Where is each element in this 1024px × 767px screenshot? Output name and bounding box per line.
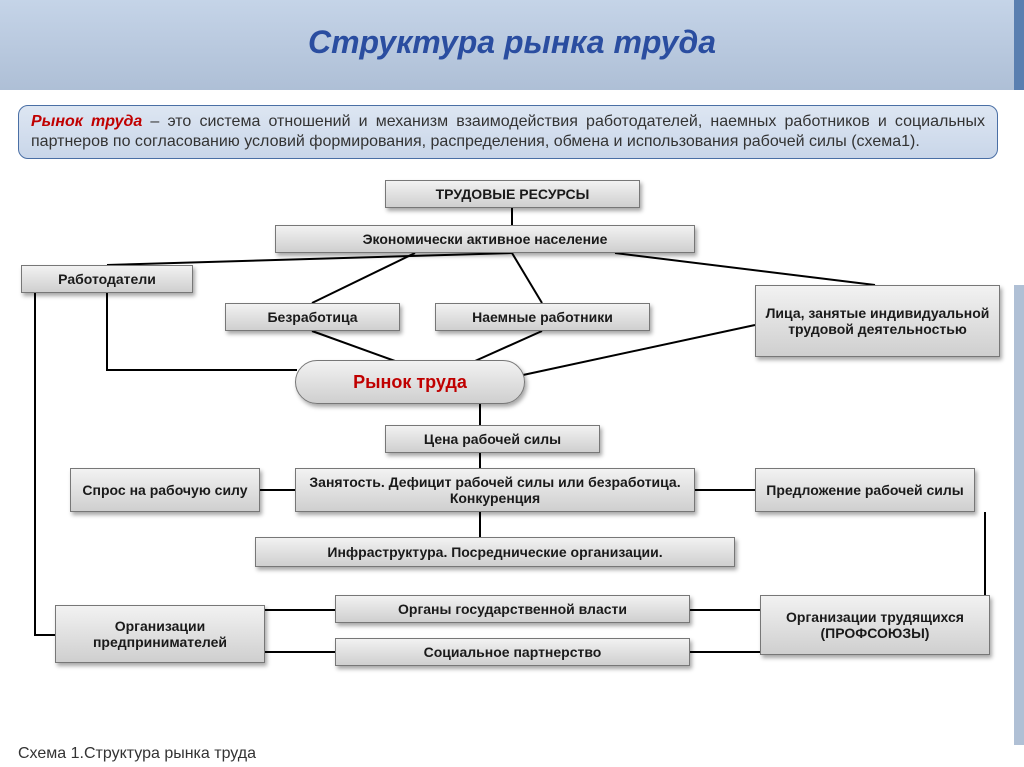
figure-caption: Схема 1.Структура рынка труда (18, 745, 256, 763)
node-demand: Спрос на рабочую силу (70, 468, 260, 512)
node-unemp: Безработица (225, 303, 400, 331)
connector-edge (35, 293, 55, 635)
definition-box: Рынок труда – это система отношений и ме… (18, 105, 998, 159)
node-employment: Занятость. Дефицит рабочей силы или безр… (295, 468, 695, 512)
connector-edge (312, 331, 395, 361)
node-employers: Работодатели (21, 265, 193, 293)
node-self: Лица, занятые индивидуальной трудовой де… (755, 285, 1000, 357)
connector-edge (312, 253, 415, 303)
definition-term: Рынок труда (31, 113, 142, 130)
node-infra: Инфраструктура. Посреднические организац… (255, 537, 735, 567)
connector-edge (512, 253, 542, 303)
node-hired: Наемные работники (435, 303, 650, 331)
node-resources: ТРУДОВЫЕ РЕСУРСЫ (385, 180, 640, 208)
diagram-canvas: ТРУДОВЫЕ РЕСУРСЫ Экономически активное на… (15, 175, 1009, 743)
side-accent (1014, 285, 1024, 745)
connector-edge (107, 253, 512, 265)
node-orgemp: Организации предпринимателей (55, 605, 265, 663)
page-title: Структура рынка труда (0, 24, 1024, 61)
node-unions: Организации трудящихся (ПРОФСОЮЗЫ) (760, 595, 990, 655)
connector-edge (523, 325, 755, 375)
node-price: Цена рабочей силы (385, 425, 600, 453)
node-social: Социальное партнерство (335, 638, 690, 666)
connector-edge (615, 253, 875, 285)
connector-edge (475, 331, 542, 361)
definition-text: – это система отношений и механизм взаим… (31, 113, 985, 150)
node-gov: Органы государственной власти (335, 595, 690, 623)
node-market: Рынок труда (295, 360, 525, 404)
node-supply: Предложение рабочей силы (755, 468, 975, 512)
node-active: Экономически активное население (275, 225, 695, 253)
